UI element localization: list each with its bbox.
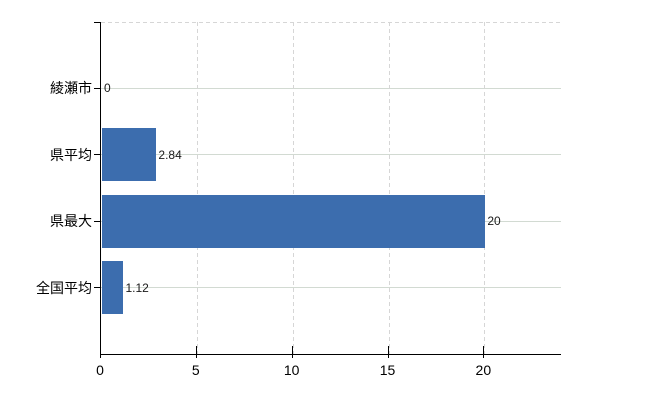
x-tick-label: 15	[379, 362, 396, 378]
x-axis-tick	[291, 346, 293, 358]
gridline-horizontal	[101, 87, 561, 89]
bar-value-label: 20	[487, 214, 501, 229]
category-label: 全国平均	[36, 279, 92, 296]
y-axis-tick	[94, 287, 100, 289]
x-axis-tick	[387, 346, 389, 358]
category-label: 県平均	[50, 146, 92, 163]
plot-area	[100, 22, 561, 355]
x-axis-tick	[195, 346, 197, 358]
bar	[102, 128, 157, 182]
bar	[102, 194, 486, 248]
category-label: 綾瀬市	[50, 80, 92, 97]
x-tick-label: 0	[96, 362, 104, 378]
x-tick-label: 10	[283, 362, 300, 378]
y-axis-tick	[94, 87, 100, 89]
gridline-vertical	[292, 22, 294, 354]
y-axis-tick	[94, 154, 100, 156]
category-label: 県最大	[50, 213, 92, 230]
x-axis-tick	[483, 346, 485, 358]
gridline-horizontal	[101, 287, 561, 289]
x-axis-tick	[100, 346, 101, 358]
y-axis-top-tick	[94, 22, 100, 23]
gridline-vertical	[484, 22, 486, 354]
bar-value-label: 1.12	[125, 280, 149, 295]
gridline-vertical	[388, 22, 390, 354]
gridline-horizontal	[101, 154, 561, 156]
y-axis-tick	[94, 220, 100, 222]
gridline-vertical	[196, 22, 198, 354]
plot-top-border	[101, 22, 561, 23]
x-tick-label: 20	[475, 362, 492, 378]
bar-value-label: 2.84	[158, 147, 182, 162]
x-tick-label: 5	[191, 362, 200, 378]
bar	[102, 261, 124, 315]
bar-value-label: 0	[104, 81, 111, 96]
